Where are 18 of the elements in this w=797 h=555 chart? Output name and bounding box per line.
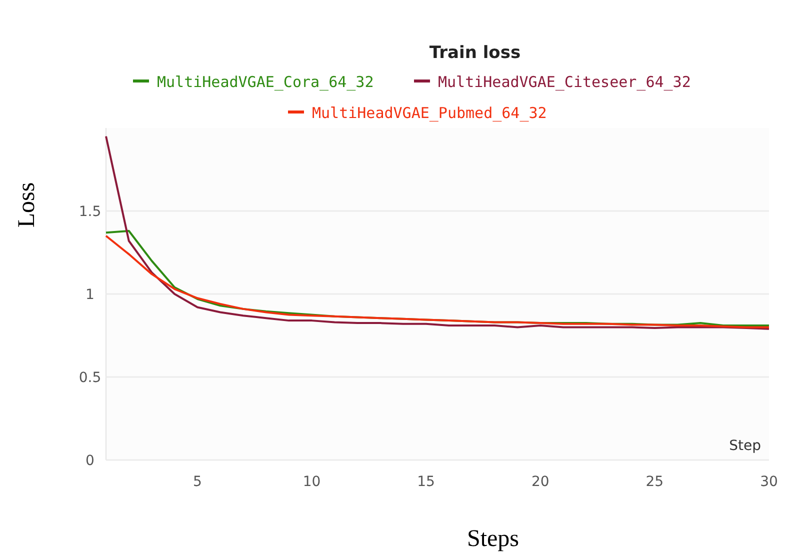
- chart-title: Train loss: [429, 43, 521, 63]
- legend-label: MultiHeadVGAE_Cora_64_32: [157, 73, 374, 91]
- y-axis-title: Loss: [14, 182, 40, 228]
- y-tick-label: 1.5: [78, 204, 102, 220]
- x-tick-label: 20: [531, 474, 550, 490]
- x-tick-label: 25: [646, 474, 664, 490]
- x-tick-label: 10: [302, 474, 321, 490]
- y-tick-label: 0.5: [78, 370, 102, 386]
- line-series: [105, 135, 770, 330]
- x-tick-label: 30: [760, 474, 778, 490]
- x-axis-title: Steps: [466, 526, 520, 552]
- legend-label: MultiHeadVGAE_Citeseer_64_32: [438, 73, 691, 91]
- y-tick-label: 0: [86, 453, 94, 469]
- legend-label: MultiHeadVGAE_Pubmed_64_32: [312, 104, 547, 122]
- x-tick-label: 5: [192, 474, 202, 490]
- y-tick-label: 1: [86, 287, 94, 303]
- x-tick-label: 15: [417, 474, 435, 490]
- annotation: Step: [729, 438, 762, 454]
